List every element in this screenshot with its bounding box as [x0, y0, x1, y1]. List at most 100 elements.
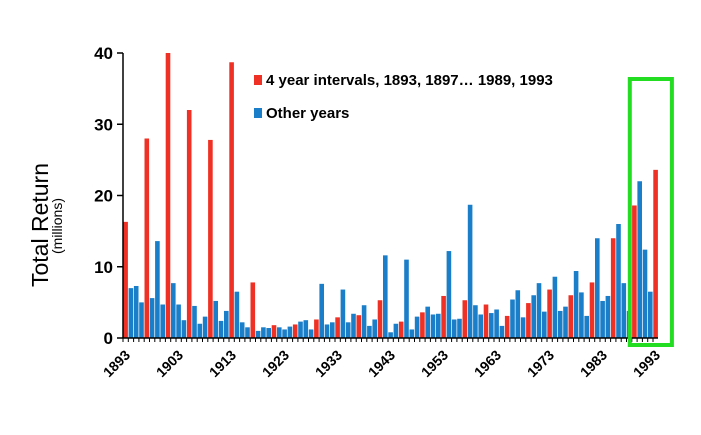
red-bar-1901	[165, 53, 171, 338]
blue-bar-1940	[372, 319, 377, 338]
x-tick-label-1933: 1933	[312, 347, 345, 380]
blue-bar-1918	[255, 330, 261, 339]
blue-bar-1983	[600, 300, 605, 338]
blue-bar-1964	[499, 325, 505, 338]
x-tick-label-1983: 1983	[577, 347, 610, 380]
y-axis-title: Total Return	[27, 163, 53, 287]
blue-bar-1944	[393, 323, 399, 338]
blue-bar-1939	[367, 325, 372, 338]
blue-bar-1906	[192, 305, 197, 338]
x-tick-label-1913: 1913	[206, 347, 239, 380]
red-bar-1921	[271, 325, 277, 338]
bars	[123, 53, 658, 339]
x-tick-label-1923: 1923	[259, 347, 292, 380]
blue-bar-1936	[351, 313, 356, 338]
red-bar-1913	[229, 62, 234, 338]
red-bar-1897	[144, 138, 150, 338]
legend-swatch-1	[254, 75, 262, 85]
blue-bar-1972	[542, 311, 547, 338]
red-bar-1973	[547, 289, 552, 338]
blue-bar-1966	[510, 299, 515, 338]
legend-label-1: 4 year intervals, 1893, 1897… 1989, 1993	[266, 72, 553, 89]
y-tick-label: 0	[104, 329, 113, 348]
red-bar-1985	[610, 238, 616, 338]
blue-bar-1980	[584, 315, 589, 338]
red-bar-1989	[632, 205, 637, 338]
x-tick-label-1893: 1893	[100, 347, 133, 380]
blue-bar-1938	[361, 305, 367, 338]
blue-bar-1926	[298, 321, 303, 338]
blue-bar-1908	[202, 316, 208, 339]
blue-bar-1907	[197, 323, 203, 338]
x-tick-label-1963: 1963	[471, 347, 504, 380]
blue-bar-1955	[451, 319, 457, 338]
blue-bar-1958	[467, 204, 473, 338]
blue-bar-1978	[573, 271, 579, 338]
blue-bar-1920	[266, 328, 271, 338]
x-tick-label-1973: 1973	[524, 347, 557, 380]
y-tick-label: 10	[94, 258, 113, 277]
blue-bar-1992	[648, 291, 653, 338]
blue-bar-1927	[303, 320, 309, 338]
blue-bar-1942	[383, 255, 388, 338]
blue-bar-1916	[245, 327, 250, 338]
blue-bar-1900	[160, 304, 165, 338]
blue-bar-1990	[637, 181, 642, 338]
red-bar-1957	[462, 300, 468, 338]
red-bar-1925	[292, 324, 298, 338]
blue-bar-1979	[579, 292, 584, 338]
red-bar-1961	[483, 304, 489, 338]
blue-bar-1986	[616, 224, 621, 338]
blue-bar-1896	[139, 302, 144, 339]
blue-bar-1952	[436, 313, 441, 338]
blue-bar-1991	[642, 249, 648, 338]
red-bar-1981	[589, 282, 595, 338]
blue-bar-1962	[489, 313, 494, 338]
red-bar-1953	[441, 295, 446, 338]
y-tick-label: 30	[94, 115, 113, 134]
y-axis-subtitle: (millions)	[49, 198, 65, 254]
red-bar-1905	[186, 110, 192, 338]
blue-bar-1970	[531, 295, 536, 338]
blue-bar-1912	[224, 310, 229, 338]
blue-bar-1904	[181, 320, 187, 338]
blue-bar-1968	[520, 317, 526, 338]
red-bar-1893	[123, 221, 128, 338]
blue-bar-1899	[155, 241, 160, 338]
blue-bar-1960	[478, 314, 483, 338]
red-bar-1965	[504, 315, 510, 338]
red-bar-1941	[377, 300, 383, 338]
red-bar-1929	[314, 319, 319, 338]
x-tick-label-1993: 1993	[630, 347, 663, 380]
red-bar-1909	[208, 139, 213, 338]
blue-bar-1924	[287, 326, 293, 338]
blue-bar-1934	[340, 289, 346, 338]
red-bar-1969	[526, 303, 531, 338]
blue-bar-1954	[446, 251, 452, 338]
blue-bar-1982	[595, 238, 600, 338]
blue-bar-1903	[176, 304, 181, 338]
legend-label-2: Other years	[266, 105, 349, 122]
blue-bar-1971	[536, 283, 542, 338]
legend: 4 year intervals, 1893, 1897… 1989, 1993…	[254, 72, 674, 347]
blue-bar-1923	[282, 329, 287, 338]
blue-bar-1943	[388, 332, 393, 338]
blue-bar-1928	[308, 329, 314, 338]
blue-bar-1935	[345, 322, 351, 338]
blue-bar-1914	[234, 291, 240, 338]
x-tick-label-1943: 1943	[365, 347, 398, 380]
blue-bar-1946	[404, 259, 409, 339]
blue-bar-1984	[605, 295, 611, 338]
blue-bar-1931	[324, 324, 330, 338]
x-tick-label-1953: 1953	[418, 347, 451, 380]
blue-bar-1974	[552, 276, 558, 338]
blue-bar-1915	[239, 322, 245, 338]
blue-bar-1948	[414, 316, 420, 339]
blue-bar-1895	[133, 285, 139, 338]
blue-bar-1894	[128, 288, 134, 339]
x-tick-label-1903: 1903	[153, 347, 186, 380]
red-bar-1977	[568, 295, 574, 338]
blue-bar-1959	[473, 305, 478, 338]
blue-bar-1976	[563, 306, 568, 338]
